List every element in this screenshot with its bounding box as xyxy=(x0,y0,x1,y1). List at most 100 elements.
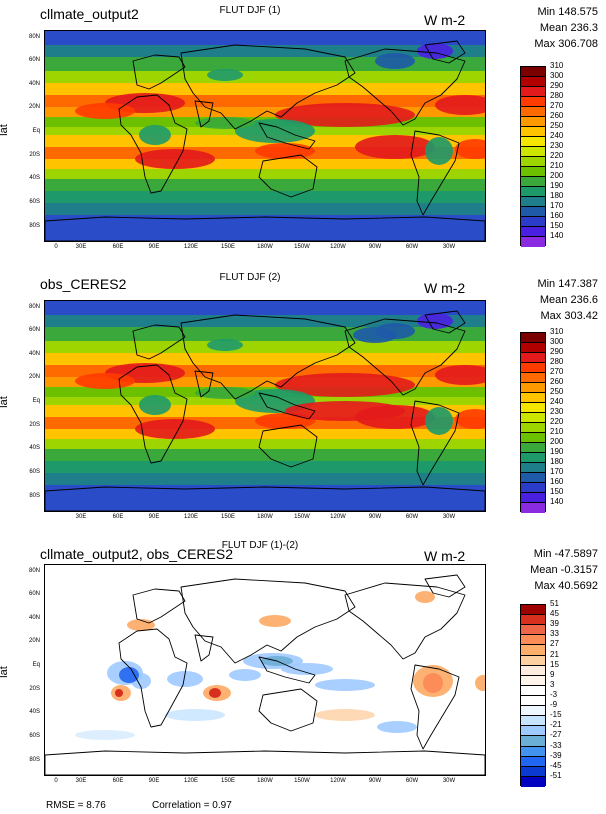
colorbar-swatch xyxy=(521,625,545,636)
lon-tick-label: 90W xyxy=(368,778,382,784)
lat-tick-label: Eq xyxy=(32,398,40,404)
lat-tick-label: 60N xyxy=(28,327,40,333)
colorbar-level-label: 270 xyxy=(550,367,564,376)
map-plot xyxy=(44,564,486,776)
colorbar-swatch xyxy=(521,217,545,227)
colorbar-swatch xyxy=(521,463,545,473)
lat-tick-label: 60N xyxy=(28,591,40,597)
lat-axis-label: lat xyxy=(0,124,10,136)
lon-tick-label: 0 xyxy=(54,244,58,250)
colorbar-level-label: 300 xyxy=(550,71,564,80)
colorbar-level-label: 150 xyxy=(550,221,564,230)
colorbar-level-label: 160 xyxy=(550,477,564,486)
stat-mean: Mean -0.3157 xyxy=(530,564,598,576)
lon-tick-label: 30E xyxy=(75,514,87,520)
colorbar-swatch xyxy=(521,695,545,707)
colorbar-level-label: 220 xyxy=(550,151,564,160)
colorbar-swatch xyxy=(521,776,545,787)
stat-max: Max 40.5692 xyxy=(534,580,598,592)
lat-tick-label: 80S xyxy=(29,493,40,499)
colorbar-swatch xyxy=(521,716,545,727)
colorbar-level-label: 180 xyxy=(550,457,564,466)
lon-tick-label: 150W xyxy=(294,514,310,520)
colorbar-swatch xyxy=(521,736,545,747)
colorbar xyxy=(520,604,546,787)
colorbar-level-label: 310 xyxy=(550,61,564,70)
colorbar-swatch xyxy=(521,766,545,777)
map-plot xyxy=(44,30,486,242)
colorbar-swatch xyxy=(521,363,545,373)
colorbar-level-label: 260 xyxy=(550,377,564,386)
colorbar-level-label: 190 xyxy=(550,447,564,456)
lon-tick-label: 120W xyxy=(330,244,346,250)
stat-min: Min 148.575 xyxy=(537,6,598,18)
lat-tick-label: 60N xyxy=(28,57,40,63)
lat-tick-label: 80N xyxy=(28,34,40,40)
lon-tick-label: 150E xyxy=(220,514,235,520)
colorbar-level-label: 51 xyxy=(550,599,559,608)
lon-tick-label: 60W xyxy=(405,244,419,250)
colorbar-swatch xyxy=(521,333,545,343)
colorbar-swatch xyxy=(521,227,545,237)
colorbar-level-label: -39 xyxy=(550,750,562,760)
colorbar xyxy=(520,66,546,247)
lon-tick-label: 30E xyxy=(75,244,87,250)
lat-tick-label: 60S xyxy=(29,469,40,475)
colorbar-swatch xyxy=(521,665,545,676)
colorbar-swatch xyxy=(521,635,545,646)
colorbar-level-label: 160 xyxy=(550,211,564,220)
colorbar-level-label: -45 xyxy=(550,760,562,770)
colorbar-swatch xyxy=(521,343,545,353)
lon-tick-label: 60W xyxy=(405,514,419,520)
colorbar-level-label: 240 xyxy=(550,397,564,406)
lon-tick-label: 0 xyxy=(54,778,58,784)
lon-tick-label: 90E xyxy=(148,244,160,250)
lon-tick-label: 180W xyxy=(257,778,273,784)
lon-tick-label: 90E xyxy=(148,514,160,520)
stats-box: Min 147.387 Mean 236.6 Max 303.42 xyxy=(500,276,598,324)
colorbar-level-label: 250 xyxy=(550,121,564,130)
plot-title: FLUT DJF (1)-(2) xyxy=(221,540,299,551)
colorbar-swatch xyxy=(521,675,545,686)
colorbar-swatch xyxy=(521,493,545,503)
colorbar-swatch xyxy=(521,67,545,77)
colorbar-swatch xyxy=(521,443,545,453)
units-label: W m-2 xyxy=(424,12,466,28)
lon-tick-label: 30W xyxy=(442,514,456,520)
lat-tick-label: 80S xyxy=(29,223,40,229)
plot-title: FLUT DJF (1) xyxy=(219,5,281,16)
colorbar-level-label: -21 xyxy=(550,720,562,730)
colorbar-swatch xyxy=(521,413,545,423)
lon-tick-label: 60E xyxy=(112,514,124,520)
stats-box: Min -47.5897 Mean -0.3157 Max 40.5692 xyxy=(500,546,598,594)
stats-box: Min 148.575 Mean 236.3 Max 306.708 xyxy=(500,4,598,52)
colorbar-swatch xyxy=(521,167,545,177)
lon-tick-label: 60E xyxy=(112,778,124,784)
lat-tick-label: 20N xyxy=(28,104,40,110)
colorbar-swatch xyxy=(521,483,545,493)
lon-tick-label: 90E xyxy=(148,778,160,784)
lon-tick-label: 120E xyxy=(183,778,198,784)
colorbar-level-label: 300 xyxy=(550,337,564,346)
lat-axis-label: lat xyxy=(0,396,10,408)
lon-tick-label: 30W xyxy=(442,778,456,784)
colorbar-level-label: -51 xyxy=(550,770,562,780)
lon-tick-label: 150E xyxy=(220,778,235,784)
lon-tick-label: 120W xyxy=(330,778,346,784)
stat-min: Min -47.5897 xyxy=(533,548,598,560)
lon-tick-label: 120E xyxy=(183,244,198,250)
colorbar-level-label: 3 xyxy=(550,679,555,689)
colorbar-level-label: 210 xyxy=(550,427,564,436)
lat-tick-label: 60S xyxy=(29,199,40,205)
colorbar-level-label: 220 xyxy=(550,417,564,426)
colorbar-level-label: 150 xyxy=(550,487,564,496)
stat-max: Max 303.42 xyxy=(540,310,598,322)
stat-mean: Mean 236.6 xyxy=(539,294,598,306)
colorbar-level-label: 250 xyxy=(550,387,564,396)
colorbar-level-label: 140 xyxy=(550,497,564,506)
stat-max: Max 306.708 xyxy=(534,38,598,50)
colorbar xyxy=(520,332,546,513)
map-canvas xyxy=(45,301,485,511)
colorbar-swatch xyxy=(521,685,545,696)
lon-tick-label: 180W xyxy=(257,244,273,250)
